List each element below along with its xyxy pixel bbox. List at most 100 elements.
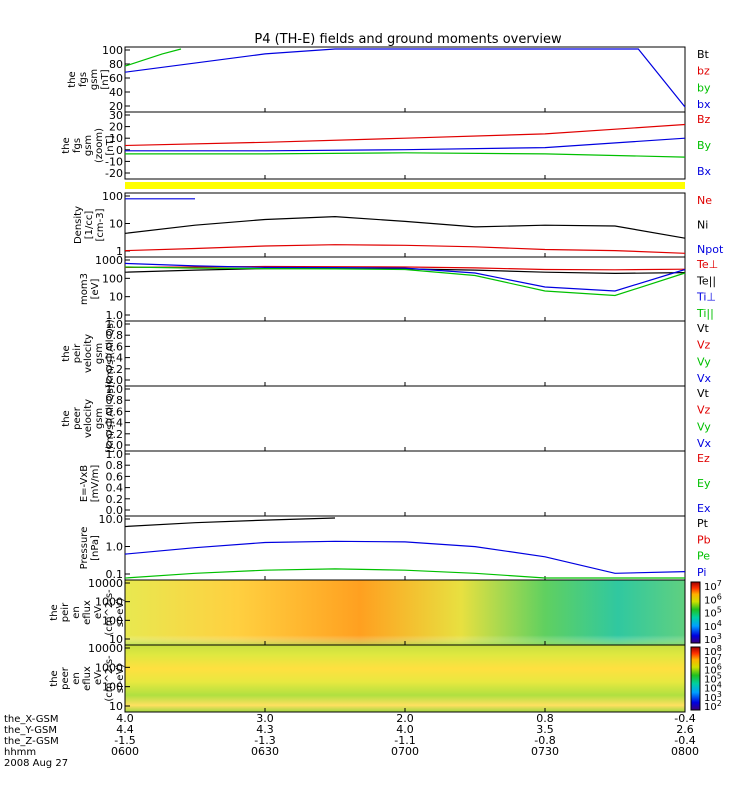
y-tick-label: 30 (109, 109, 123, 122)
colorbar-label: 103 (704, 690, 722, 704)
x-row-value: 4.4 (116, 723, 134, 736)
y-tick-label: 10 (109, 132, 123, 145)
y-axis-label: the fgs gsm (zoom) [nT] (61, 128, 116, 163)
y-tick-label: 60 (109, 72, 123, 85)
legend-item: Pe (697, 550, 710, 563)
y-tick-label: 10 (109, 218, 123, 231)
panel-frame (124, 111, 686, 180)
y-axis-label: mom3 [eV] (79, 273, 101, 305)
y-axis-label-line: gsm (83, 135, 94, 156)
legend-item: Ti|| (696, 307, 714, 320)
y-tick-label: 1.0 (106, 309, 124, 322)
legend-item: bz (697, 65, 710, 78)
legend-item: Vt (697, 322, 710, 335)
y-axis-label-line: eflux (82, 600, 93, 625)
series-line (124, 123, 686, 147)
y-tick-label: 0.0 (106, 504, 124, 517)
y-tick-label: 100 (102, 272, 123, 285)
y-tick-label: 1000 (95, 661, 123, 674)
y-tick-label: 0.0 (106, 439, 124, 452)
y-axis-label-line: mom3 (79, 273, 90, 305)
series-line (124, 568, 685, 579)
x-row-label: hhmm (4, 747, 36, 758)
x-row-value: -1.3 (254, 734, 275, 747)
colorbar-label: 106 (704, 592, 722, 606)
y-axis-label-line: Pressure (79, 527, 90, 570)
x-row-value: 3.0 (256, 712, 274, 725)
x-row-value: -0.8 (534, 734, 555, 747)
legend-item: Te⊥ (696, 258, 718, 271)
y-axis-label: E=-VxB [mV/m] (79, 465, 101, 503)
panel-frame (124, 46, 686, 113)
legend-item: Pt (697, 517, 709, 530)
y-axis-label-line: peir (72, 343, 83, 363)
y-axis-label-line: eflux (82, 666, 93, 691)
y-axis-label-line: fgs (78, 72, 89, 87)
y-tick-label: 0.2 (106, 493, 124, 506)
y-tick-label: 0.6 (106, 470, 124, 483)
y-axis-label-line: the (61, 137, 72, 153)
y-axis-label-line: the (67, 71, 78, 87)
colorbar-label: 103 (704, 632, 722, 646)
separator-strip (125, 182, 685, 189)
colorbar-label: 105 (704, 606, 722, 620)
series-line (124, 48, 686, 108)
y-axis-label-line: (cm^2-s- (104, 655, 115, 702)
y-axis-label-line: en (71, 672, 82, 685)
y-axis-label: the peir velocity gsm [km/s](All Qs) (61, 319, 116, 387)
y-tick-label: -10 (105, 155, 123, 168)
legend-item: Pi (697, 566, 706, 579)
y-axis-label-line: the (61, 410, 72, 426)
panel-frame (124, 320, 686, 387)
y-tick-label: 1.0 (106, 448, 124, 461)
y-tick-label: 0.8 (106, 329, 124, 342)
x-row-value: 4.0 (116, 712, 134, 725)
colorbar-label: 108 (704, 644, 722, 658)
x-row-value: 0730 (531, 745, 559, 758)
y-axis-label: the peer en eflux eV (cm^2-s-sr-eV) (49, 655, 126, 702)
y-tick-label: 0.1 (106, 568, 124, 581)
y-axis-label-line: [eV] (90, 279, 101, 300)
y-axis-label: the fgs gsm [nT] (67, 69, 111, 90)
series-line (125, 137, 686, 152)
spectrogram-ion-overlay (125, 580, 685, 645)
panel-8: 10.0 1.0 0.1 Pressure [nPa] Pt Pb Pe Pi (79, 513, 711, 581)
legend-item: Vz (697, 404, 711, 417)
y-tick-label: 100 (102, 44, 123, 57)
x-row-value: -1.5 (114, 734, 135, 747)
y-axis-label-line: eV (93, 672, 104, 685)
y-axis-label-line: [1/cc] (84, 211, 95, 240)
y-axis-label: the peer velocity gsm [km/s](All Qs) (61, 384, 116, 452)
y-axis-label-line: (zoom) (94, 128, 105, 163)
y-axis-label-line: [km/s](All Qs) (105, 319, 116, 387)
y-axis-label-line: [cm-3] (95, 208, 106, 241)
series-line (124, 215, 686, 239)
colorbar-label: 102 (704, 699, 722, 713)
legend-item: Vy (697, 355, 711, 368)
y-tick-label: 10000 (88, 642, 123, 655)
panel-4: 1000 100 10 1.0 mom3 [eV] Te⊥ Te|| Ti⊥ Ti|| (79, 254, 718, 322)
y-tick-label: 10 (109, 700, 123, 713)
y-tick-label: 10.0 (99, 513, 124, 526)
y-axis-label: the peir en eflux eV (cm^2-s-sr-eV) (49, 589, 126, 636)
series-line (125, 152, 686, 158)
y-tick-label: 0.4 (106, 482, 124, 495)
y-tick-label: 0.2 (106, 363, 124, 376)
series-line (124, 48, 182, 67)
y-tick-label: 10 (109, 633, 123, 646)
x-row-value: 0600 (111, 745, 139, 758)
y-axis-label-line: [nPa] (90, 535, 101, 561)
colorbar-label: 105 (704, 672, 722, 686)
legend-item: Pb (697, 533, 711, 546)
y-axis-label-line: [mV/m] (90, 465, 101, 503)
y-tick-label: 1.0 (106, 383, 124, 396)
y-tick-label: 0.8 (106, 459, 124, 472)
y-axis-label-line: (cm^2-s- (104, 589, 115, 636)
legend-item: Ex (697, 502, 711, 515)
legend-item: Vx (697, 372, 712, 385)
y-tick-label: -20 (105, 167, 123, 180)
